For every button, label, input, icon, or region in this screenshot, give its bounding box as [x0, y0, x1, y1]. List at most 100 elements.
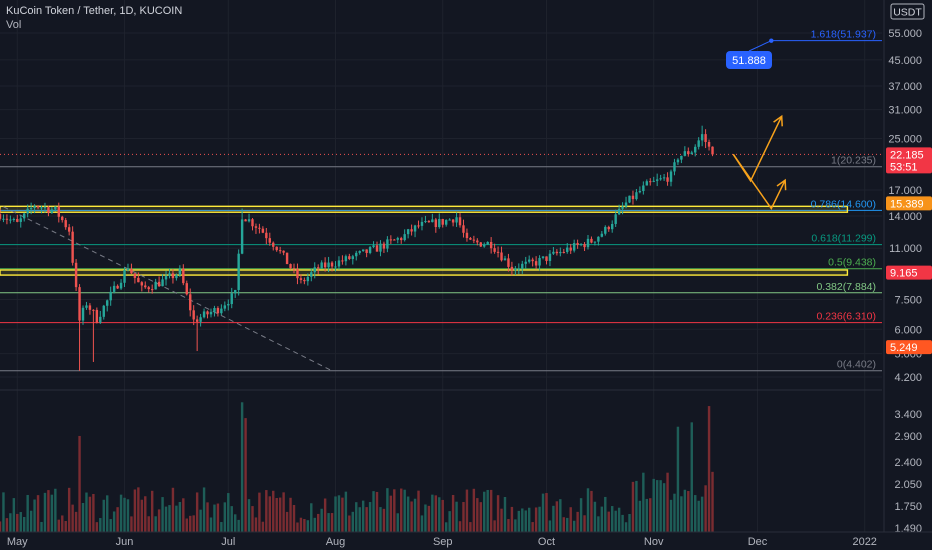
volume-bar: [313, 517, 316, 532]
volume-bar: [659, 480, 662, 532]
target-callout[interactable]: 51.888: [726, 38, 774, 69]
volume-bar: [227, 493, 230, 532]
candle-body: [150, 289, 154, 291]
volume-bar: [607, 511, 610, 532]
candle-body: [330, 262, 334, 267]
trendline[interactable]: [3, 206, 333, 372]
trendline[interactable]: [3, 206, 333, 372]
volume-bar: [47, 490, 50, 532]
volume-bar: [199, 509, 202, 532]
candle-body: [382, 243, 386, 249]
volume-bar: [413, 498, 417, 532]
candle-body: [687, 151, 690, 155]
volume-bar: [233, 514, 237, 532]
candle-body: [455, 217, 458, 223]
projection-arrows[interactable]: [732, 114, 787, 211]
volume-bar: [655, 480, 659, 532]
support-zone[interactable]: [0, 205, 849, 213]
fib-retracement[interactable]: [0, 40, 882, 372]
candle-body: [0, 214, 2, 219]
volume-bar: [26, 494, 29, 532]
support-zones[interactable]: [0, 205, 849, 276]
candle-body: [507, 258, 510, 267]
volume-bar: [43, 492, 47, 532]
volume-bar: [472, 488, 476, 532]
volume-bar: [642, 472, 645, 532]
candle-body: [275, 246, 278, 251]
volume-bar: [344, 491, 348, 532]
candle-body: [137, 277, 140, 283]
price-tick-label: 25.000: [888, 133, 922, 145]
candle-body: [19, 218, 22, 222]
volume-bar: [375, 491, 379, 532]
volume-indicator-label[interactable]: Vol: [6, 19, 22, 31]
time-axis[interactable]: May Jun Jul Aug Sep Oct Nov Dec 2022: [0, 531, 932, 550]
arrow-head: [776, 178, 787, 191]
volume-bar: [514, 519, 517, 532]
volume-bar: [424, 504, 427, 532]
projection-arrow[interactable]: [732, 153, 786, 211]
candle-body: [448, 219, 451, 221]
volume-bar: [209, 517, 213, 532]
volume-bar: [406, 496, 410, 532]
volume-bar: [496, 495, 500, 532]
volume-bar: [130, 516, 133, 532]
callout-anchor: [769, 38, 774, 43]
volume-bar: [244, 418, 247, 532]
volume-bar: [57, 519, 61, 532]
volume-bar: [444, 522, 448, 532]
candle-body: [666, 177, 669, 182]
volume-bar: [427, 505, 431, 532]
candle-body: [161, 279, 164, 287]
volume-bar: [361, 500, 365, 532]
volume-bar: [92, 493, 95, 532]
candle-body: [126, 268, 130, 270]
volume-bar: [455, 501, 458, 532]
volume-bar: [604, 496, 607, 532]
time-tick-label: Sep: [433, 536, 453, 548]
volume-bar: [687, 491, 690, 532]
candle-body: [67, 227, 71, 232]
candle-body: [645, 181, 649, 186]
candle-body: [417, 225, 420, 227]
volume-bar: [67, 487, 71, 532]
chart-header: KuCoin Token / Tether, 1D, KUCOIN Vol: [6, 4, 182, 32]
symbol-title[interactable]: KuCoin Token / Tether, 1D, KUCOIN: [6, 5, 183, 17]
candle-body: [171, 273, 175, 279]
volume-bar: [448, 511, 451, 532]
candle-body: [112, 285, 116, 292]
volume-bar: [16, 513, 19, 532]
price-tick-label: 7.500: [894, 294, 922, 306]
candle-body: [50, 209, 54, 213]
volume-bar: [213, 504, 216, 532]
volume-bar: [126, 499, 130, 532]
volume-bar: [265, 490, 268, 532]
volume-bar: [88, 496, 92, 532]
candle-body: [496, 251, 500, 253]
candle-body: [344, 256, 348, 262]
volume-tick-label: 1.750: [894, 501, 922, 513]
candle-body: [621, 206, 624, 209]
fib-level-label: 0.236(6.310): [816, 311, 876, 323]
time-tick-label: Dec: [748, 536, 768, 548]
price-tag: [886, 196, 932, 211]
volume-bar: [74, 511, 78, 532]
candle-body: [476, 240, 479, 243]
candle-body: [164, 275, 168, 280]
support-zone[interactable]: [0, 269, 849, 276]
callout-box[interactable]: [726, 51, 772, 69]
currency-badge[interactable]: [890, 3, 925, 20]
candle-body: [424, 220, 427, 222]
volume-bar: [548, 520, 552, 532]
volume-bar: [652, 478, 655, 532]
candle-body: [614, 214, 617, 224]
volume-bar: [254, 517, 258, 532]
volume-bar: [372, 491, 375, 532]
candle-body: [707, 142, 711, 147]
candle-body: [642, 185, 645, 192]
volume-bar: [569, 507, 572, 532]
volume-bar: [81, 502, 85, 532]
fib-labels: 1.618(51.937) 1(20.235) 0.786(14.600) 0.618…: [811, 29, 876, 371]
volume-bar: [704, 485, 707, 532]
